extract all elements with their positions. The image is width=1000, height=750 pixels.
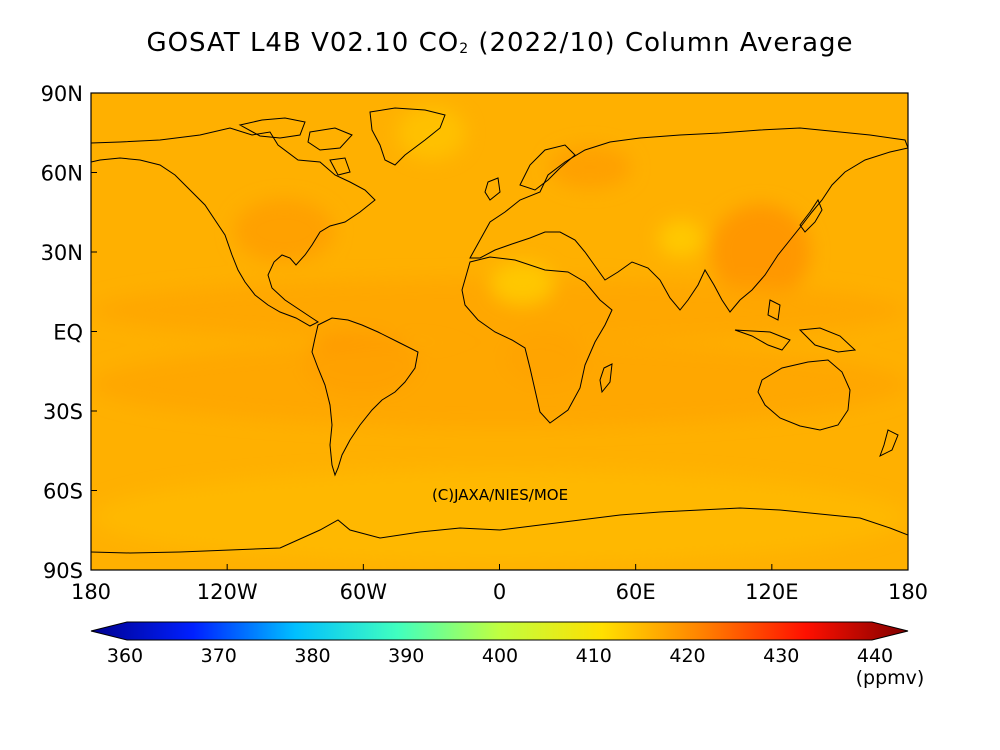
y-tick-label: 90N: [41, 82, 83, 106]
colorbar: 360 370 380 390 400 410 420 430 440 (ppmv): [90, 621, 925, 689]
coastline-arctic-islands: [238, 117, 353, 176]
colorbar-tick-label: 400: [482, 645, 518, 667]
coastline-maritime-se-asia: [734, 299, 857, 353]
coastline-madagascar: [599, 363, 613, 394]
coastline-british-isles: [484, 177, 501, 201]
coastline-africa: [461, 256, 613, 424]
colorbar-tick-label: 410: [576, 645, 612, 667]
co2-region-4: [233, 199, 334, 263]
x-tick-label: 60E: [616, 580, 656, 604]
latitude-axis: 90N 60N 30N EQ 30S 60S 90S: [41, 82, 97, 583]
x-tick-label: 120E: [745, 580, 798, 604]
x-tick-label: 180: [71, 580, 111, 604]
colorbar-tick-label: 430: [763, 645, 799, 667]
colorbar-tick-label: 380: [294, 645, 330, 667]
coastline-greenland: [369, 107, 446, 166]
map-title: GOSAT L4B V02.10 CO2 (2022/10) Column Av…: [0, 28, 1000, 58]
coastline-antarctica: [91, 507, 908, 554]
co2-anomaly-regions: [91, 106, 908, 565]
x-tick-label: 120W: [197, 580, 258, 604]
y-tick-label: 30S: [43, 400, 83, 424]
colorbar-gradient: [90, 621, 909, 641]
colorbar-unit: (ppmv): [856, 667, 925, 689]
co2-region-7: [490, 262, 554, 305]
co2-region-3: [549, 146, 632, 189]
coastline-scandinavia: [519, 144, 576, 191]
colorbar-tick-label: 390: [388, 645, 424, 667]
credit-label: (C)JAXA/NIES/MOE: [432, 486, 568, 504]
co2-region-6: [91, 278, 908, 343]
colorbar-tick-label: 370: [201, 645, 237, 667]
coastline-new-zealand: [879, 429, 899, 458]
colorbar-tick-label: 360: [107, 645, 143, 667]
y-tick-label: 90S: [43, 559, 83, 583]
colorbar-tick-label: 440: [857, 645, 893, 667]
map-plot-area: [91, 93, 908, 570]
coastlines: [91, 107, 908, 554]
y-tick-label: 60N: [41, 162, 83, 186]
coastline-north-america: [91, 127, 376, 327]
co2-region-5: [91, 342, 908, 427]
co2-region-2: [710, 204, 811, 300]
title-subscript: 2: [459, 41, 470, 57]
coastline-australia: [757, 359, 851, 431]
coastline-south-america: [311, 317, 419, 477]
co2-region-9: [397, 106, 466, 160]
y-tick-label: 30N: [41, 241, 83, 265]
co2-region-8: [658, 220, 704, 258]
x-tick-label: 180: [888, 580, 928, 604]
y-tick-label: EQ: [53, 321, 83, 345]
coastline-japan: [799, 198, 823, 233]
y-tick-label: 60S: [43, 480, 83, 504]
x-tick-label: 0: [493, 580, 506, 604]
x-tick-label: 60W: [340, 580, 388, 604]
title-prefix: GOSAT L4B V02.10 CO: [146, 28, 460, 58]
coastline-eurasia: [469, 127, 908, 313]
title-suffix: (2022/10) Column Average: [469, 28, 854, 58]
longitude-axis: 180 120W 60W 0 60E 120E 180: [71, 564, 928, 604]
colorbar-tick-label: 420: [669, 645, 705, 667]
colorbar-ticks: 360 370 380 390 400 410 420 430 440: [107, 645, 893, 667]
